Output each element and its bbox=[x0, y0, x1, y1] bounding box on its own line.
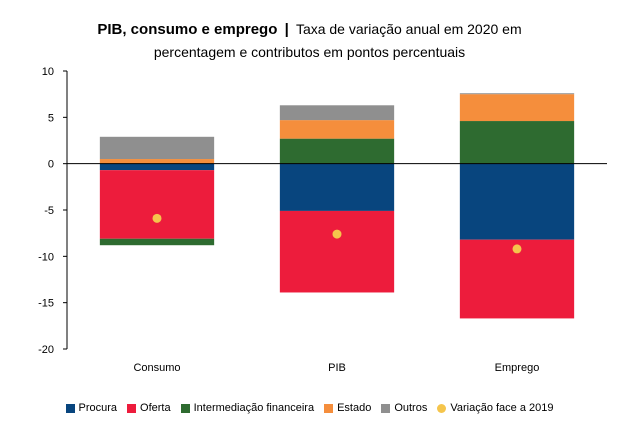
legend-label: Outros bbox=[394, 402, 427, 414]
legend-swatch bbox=[324, 404, 333, 413]
legend-item: Procura bbox=[66, 402, 118, 414]
x-category-label: Consumo bbox=[133, 362, 180, 374]
legend-label: Variação face a 2019 bbox=[450, 402, 553, 414]
legend-swatch bbox=[127, 404, 136, 413]
bar-estado-pib bbox=[280, 120, 394, 139]
legend-swatch bbox=[437, 404, 446, 413]
legend-swatch bbox=[181, 404, 190, 413]
legend-label: Intermediação financeira bbox=[194, 402, 314, 414]
y-tick-label: -20 bbox=[38, 344, 54, 356]
bar-outros-emprego bbox=[460, 93, 574, 94]
legend-label: Estado bbox=[337, 402, 371, 414]
legend-item: Oferta bbox=[127, 402, 171, 414]
bar-estado-consumo bbox=[100, 159, 214, 164]
x-category-label: Emprego bbox=[495, 362, 540, 374]
x-category-label: PIB bbox=[328, 362, 346, 374]
legend-swatch bbox=[381, 404, 390, 413]
y-tick-label: 5 bbox=[48, 112, 54, 124]
bar-intermedia-o-financeira-consumo bbox=[100, 239, 214, 245]
y-tick-label: -15 bbox=[38, 298, 54, 310]
legend-label: Oferta bbox=[140, 402, 171, 414]
legend-item: Variação face a 2019 bbox=[437, 402, 553, 414]
y-tick-label: 10 bbox=[42, 66, 54, 78]
legend: Procura Oferta Intermediação financeira Est… bbox=[0, 402, 619, 414]
bar-procura-consumo bbox=[100, 164, 214, 170]
bar-outros-consumo bbox=[100, 137, 214, 159]
bar-intermedia-o-financeira-emprego bbox=[460, 121, 574, 164]
y-tick-label: -10 bbox=[38, 251, 54, 263]
bar-intermedia-o-financeira-pib bbox=[280, 139, 394, 164]
marker-variacao-emprego bbox=[513, 244, 522, 253]
stacked-bar-chart: 10 5 0 -5 -10 -15 -20 Consumo PIB Emprego bbox=[0, 0, 619, 400]
bar-procura-pib bbox=[280, 164, 394, 211]
legend-label: Procura bbox=[79, 402, 118, 414]
y-tick-label: 0 bbox=[48, 159, 54, 171]
marker-variacao-consumo bbox=[153, 214, 162, 223]
legend-item: Estado bbox=[324, 402, 371, 414]
bar-oferta-pib bbox=[280, 211, 394, 293]
legend-item: Outros bbox=[381, 402, 427, 414]
bar-outros-pib bbox=[280, 105, 394, 120]
legend-item: Intermediação financeira bbox=[181, 402, 314, 414]
bar-procura-emprego bbox=[460, 164, 574, 240]
legend-swatch bbox=[66, 404, 75, 413]
y-tick-label: -5 bbox=[44, 205, 54, 217]
bar-oferta-consumo bbox=[100, 170, 214, 239]
marker-variacao-pib bbox=[333, 230, 342, 239]
bar-estado-emprego bbox=[460, 94, 574, 121]
